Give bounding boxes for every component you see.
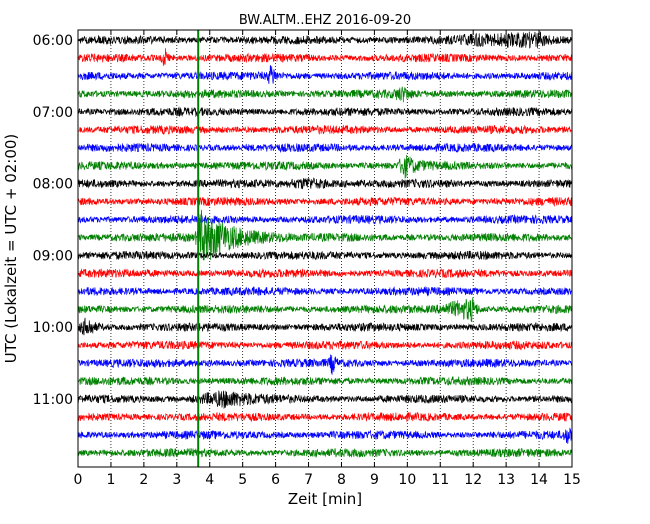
x-tick-label: 8 — [337, 472, 346, 488]
grid — [110, 30, 540, 467]
x-tick-label: 14 — [530, 472, 548, 488]
x-tick-label: 10 — [398, 472, 416, 488]
x-tick-label: 7 — [304, 472, 313, 488]
trace-group — [77, 30, 573, 458]
seismogram-trace — [77, 124, 573, 136]
x-tick-label: 13 — [497, 472, 515, 488]
seismogram-trace — [77, 209, 573, 261]
seismogram-trace — [77, 390, 573, 410]
seismogram-trace — [77, 285, 573, 297]
seismogram-trace — [77, 427, 573, 444]
x-tick-label: 1 — [106, 472, 115, 488]
seismogram-trace — [77, 154, 573, 179]
seismogram-trace — [77, 447, 573, 458]
x-tick-label: 2 — [139, 472, 148, 488]
seismogram-trace — [77, 411, 573, 423]
seismogram-trace — [77, 354, 573, 375]
seismogram-trace — [77, 340, 573, 351]
y-tick-label: 09:00 — [33, 248, 73, 264]
seismogram-trace — [77, 317, 573, 336]
y-tick-label: 07:00 — [33, 105, 73, 121]
seismogram-trace — [77, 106, 573, 118]
seismogram-trace — [77, 267, 573, 279]
x-tick-label: 9 — [370, 472, 379, 488]
y-tick-label: 08:00 — [33, 177, 73, 193]
x-tick-label: 15 — [563, 472, 581, 488]
plot-frame — [77, 29, 573, 468]
seismogram-trace — [77, 250, 573, 261]
plot-area — [78, 30, 572, 467]
seismogram-trace — [77, 196, 573, 207]
x-tick-label: 4 — [205, 472, 214, 488]
y-tick-label: 10:00 — [33, 320, 73, 336]
seismogram-trace — [77, 177, 573, 190]
y-tick-label: 06:00 — [33, 33, 73, 49]
x-tick-label: 12 — [464, 472, 482, 488]
y-axis: 06:00 07:00 08:00 09:00 10:00 11:00 — [33, 33, 572, 408]
x-tick-label: 11 — [431, 472, 449, 488]
x-tick-label: 5 — [238, 472, 247, 488]
seismogram-trace — [77, 142, 573, 153]
seismogram-trace — [77, 48, 573, 66]
seismogram-trace — [77, 65, 573, 84]
x-tick-label: 0 — [74, 472, 83, 488]
seismogram-trace — [77, 30, 573, 49]
seismogram-trace — [77, 214, 573, 225]
seismogram-trace — [77, 86, 573, 103]
seismogram-trace — [77, 297, 573, 323]
x-axis: 0 1 2 3 4 5 6 7 8 9 10 11 12 13 14 15 — [74, 30, 581, 488]
seismogram-trace — [77, 376, 573, 387]
x-tick-label: 3 — [172, 472, 181, 488]
y-axis-label: UTC (Lokalzeit = UTC + 02:00) — [2, 134, 20, 364]
y-tick-label: 11:00 — [33, 392, 73, 408]
x-tick-label: 6 — [271, 472, 280, 488]
x-axis-label: Zeit [min] — [288, 490, 362, 508]
chart-title: BW.ALTM..EHZ 2016-09-20 — [239, 13, 411, 28]
